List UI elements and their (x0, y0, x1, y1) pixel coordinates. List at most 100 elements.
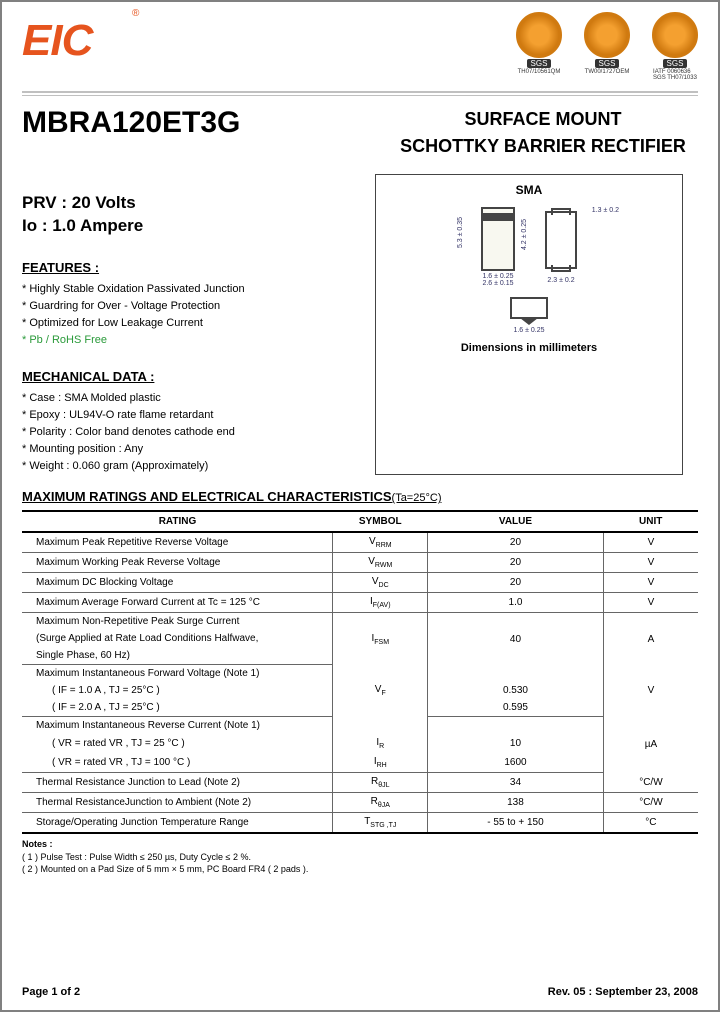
features-section: FEATURES : Highly Stable Oxidation Passi… (22, 260, 357, 349)
rating-unit: V (603, 593, 698, 613)
ratings-title: MAXIMUM RATINGS AND ELECTRICAL CHARACTER… (22, 489, 698, 504)
table-row: ( VR = rated VR , TJ = 25 °C )IR10 (22, 734, 698, 753)
rating-unit: V (603, 665, 698, 717)
table-row: Storage/Operating Junction Temperature R… (22, 813, 698, 834)
header: ® EIC SGS TH07/10561QM SGS TW00/1727OEM … (22, 8, 698, 81)
divider (22, 91, 698, 93)
features-list: Highly Stable Oxidation Passivated Junct… (22, 281, 357, 349)
mech-item: Mounting position : Any (22, 441, 357, 458)
feature-item: Optimized for Low Leakage Current (22, 315, 357, 332)
rating-desc: ( IF = 2.0 A , TJ = 25°C ) (22, 699, 333, 717)
rating-desc: Single Phase, 60 Hz) (22, 647, 333, 665)
package-bottom-icon (545, 211, 577, 269)
rating-val: 40 (428, 613, 604, 665)
feature-item-rohs: Pb / RoHS Free (22, 332, 357, 349)
top-view: 5.3 ± 0.35 1.6 ± 0.25 2.6 ± 0.15 (481, 207, 515, 287)
rating-desc: Maximum Instantaneous Reverse Current (N… (22, 717, 333, 735)
rating-val: 20 (428, 532, 604, 553)
table-row: Maximum Instantaneous Forward Voltage (N… (22, 665, 698, 683)
rating-unit: V (603, 553, 698, 573)
title-line-1: SURFACE MOUNT (388, 106, 698, 133)
cert-ref: IATF 0060636 SGS TH07/1033 (653, 69, 697, 81)
cert-badge-3: SGS IATF 0060636 SGS TH07/1033 (652, 12, 698, 81)
notes-title: Notes : (22, 838, 698, 851)
rating-unit: A (603, 613, 698, 665)
eic-logo: EIC (22, 19, 139, 63)
features-title: FEATURES : (22, 260, 357, 275)
rating-val: 138 (428, 793, 604, 813)
package-top-icon (481, 207, 515, 271)
package-diagram: SMA 5.3 ± 0.35 1.6 ± 0.25 2.6 ± 0.15 4.2… (375, 174, 683, 475)
side-view: 1.6 ± 0.25 (384, 297, 674, 334)
rating-sym (333, 717, 428, 735)
dim-label: 4.2 ± 0.25 (521, 218, 528, 249)
col-rating: RATING (22, 511, 333, 532)
table-row: Thermal Resistance Junction to Lead (Not… (22, 773, 698, 793)
cert-badge-2: SGS TW00/1727OEM (584, 12, 630, 81)
rating-desc: Maximum Working Peak Reverse Voltage (22, 553, 333, 573)
rating-desc: Thermal ResistanceJunction to Ambient (N… (22, 793, 333, 813)
mechanical-title: MECHANICAL DATA : (22, 369, 357, 384)
rating-sym: IFSM (333, 613, 428, 665)
feature-item: Highly Stable Oxidation Passivated Junct… (22, 281, 357, 298)
sgs-label: SGS (527, 59, 552, 68)
rating-val (428, 665, 604, 683)
table-row: Maximum Non-Repetitive Peak Surge Curren… (22, 613, 698, 631)
mech-item: Case : SMA Molded plastic (22, 390, 357, 407)
rating-val: 0.530 (428, 682, 604, 699)
rating-unit: °C/W (603, 793, 698, 813)
mechanical-list: Case : SMA Molded plastic Epoxy : UL94V-… (22, 390, 357, 475)
page-number: Page 1 of 2 (22, 986, 80, 998)
col-symbol: SYMBOL (333, 511, 428, 532)
divider (22, 95, 698, 96)
rating-unit: V (603, 573, 698, 593)
rating-val: 1.0 (428, 593, 604, 613)
dim-label: 2.3 ± 0.2 (545, 277, 577, 284)
ratings-title-text: MAXIMUM RATINGS AND ELECTRICAL CHARACTER… (22, 489, 392, 504)
product-title: SURFACE MOUNT SCHOTTKY BARRIER RECTIFIER (388, 106, 698, 160)
rating-desc: Maximum Average Forward Current at Tc = … (22, 593, 333, 613)
title-row: MBRA120ET3G SURFACE MOUNT SCHOTTKY BARRI… (22, 106, 698, 160)
rating-unit: °C (603, 813, 698, 834)
table-row: Maximum Peak Repetitive Reverse Voltage V… (22, 532, 698, 553)
rating-desc: ( IF = 1.0 A , TJ = 25°C ) (22, 682, 333, 699)
cert-shield-icon (652, 12, 698, 58)
rating-desc: (Surge Applied at Rate Load Conditions H… (22, 630, 333, 647)
registered-mark: ® (132, 8, 139, 19)
spec-io: Io : 1.0 Ampere (22, 215, 357, 238)
rating-val: 34 (428, 773, 604, 793)
mech-item: Weight : 0.060 gram (Approximately) (22, 458, 357, 475)
cert-shield-icon (516, 12, 562, 58)
rating-val: 10 (428, 734, 604, 753)
rating-sym: VF (333, 665, 428, 717)
cert-badge-1: SGS TH07/10561QM (516, 12, 562, 81)
spec-prv: PRV : 20 Volts (22, 192, 357, 215)
rating-unit: µA (603, 717, 698, 773)
left-column: PRV : 20 Volts Io : 1.0 Ampere FEATURES … (22, 174, 357, 475)
rating-desc: Maximum Peak Repetitive Reverse Voltage (22, 532, 333, 553)
table-row: Maximum Average Forward Current at Tc = … (22, 593, 698, 613)
package-side-icon (510, 297, 548, 319)
table-row: ( VR = rated VR , TJ = 100 °C )IRH1600 (22, 753, 698, 773)
rating-desc: Maximum Non-Repetitive Peak Surge Curren… (22, 613, 333, 631)
certifications: SGS TH07/10561QM SGS TW00/1727OEM SGS IA… (516, 12, 698, 81)
feature-item: Guardring for Over - Voltage Protection (22, 298, 357, 315)
table-row: Maximum Working Peak Reverse VoltageVRWM… (22, 553, 698, 573)
dim-label: 5.3 ± 0.35 (457, 217, 464, 248)
cert-ref: TH07/10561QM (518, 69, 561, 75)
ratings-condition: (Ta=25°C) (392, 492, 442, 504)
rating-desc: Maximum DC Blocking Voltage (22, 573, 333, 593)
rating-sym: VRWM (333, 553, 428, 573)
page-footer: Page 1 of 2 Rev. 05 : September 23, 2008 (22, 986, 698, 998)
rating-unit: V (603, 532, 698, 553)
sgs-label: SGS (663, 59, 688, 68)
rating-val: - 55 to + 150 (428, 813, 604, 834)
rating-val: 20 (428, 573, 604, 593)
rating-sym: VDC (333, 573, 428, 593)
bottom-view: 4.2 ± 0.25 1.3 ± 0.2 2.3 ± 0.2 (545, 211, 577, 284)
rating-sym: RθJL (333, 773, 428, 793)
rating-desc: ( VR = rated VR , TJ = 100 °C ) (22, 753, 333, 773)
rating-val: 1600 (428, 753, 604, 773)
mechanical-section: MECHANICAL DATA : Case : SMA Molded plas… (22, 369, 357, 475)
dim-label: 1.6 ± 0.25 (384, 327, 674, 334)
